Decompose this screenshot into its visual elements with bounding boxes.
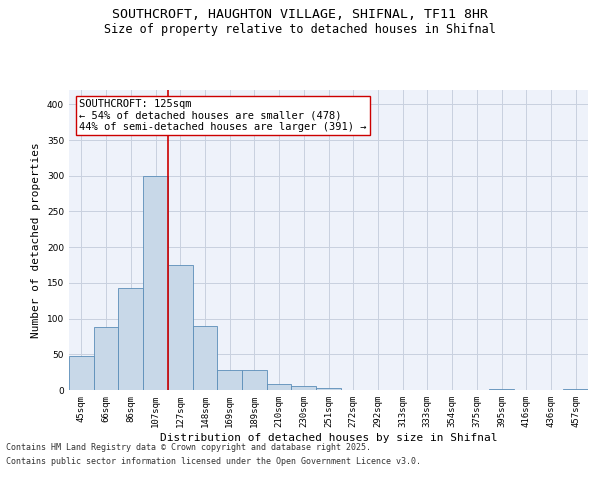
Bar — [143, 176, 168, 390]
Bar — [69, 356, 94, 390]
Bar — [563, 388, 588, 390]
X-axis label: Distribution of detached houses by size in Shifnal: Distribution of detached houses by size … — [160, 432, 497, 442]
Bar — [118, 288, 143, 390]
Bar — [94, 327, 118, 390]
Bar — [292, 386, 316, 390]
Text: SOUTHCROFT, HAUGHTON VILLAGE, SHIFNAL, TF11 8HR: SOUTHCROFT, HAUGHTON VILLAGE, SHIFNAL, T… — [112, 8, 488, 20]
Bar — [316, 388, 341, 390]
Text: SOUTHCROFT: 125sqm
← 54% of detached houses are smaller (478)
44% of semi-detach: SOUTHCROFT: 125sqm ← 54% of detached hou… — [79, 99, 367, 132]
Bar — [267, 384, 292, 390]
Text: Contains HM Land Registry data © Crown copyright and database right 2025.: Contains HM Land Registry data © Crown c… — [6, 442, 371, 452]
Bar — [242, 370, 267, 390]
Text: Size of property relative to detached houses in Shifnal: Size of property relative to detached ho… — [104, 22, 496, 36]
Y-axis label: Number of detached properties: Number of detached properties — [31, 142, 41, 338]
Bar — [217, 370, 242, 390]
Bar — [168, 265, 193, 390]
Bar — [193, 326, 217, 390]
Text: Contains public sector information licensed under the Open Government Licence v3: Contains public sector information licen… — [6, 458, 421, 466]
